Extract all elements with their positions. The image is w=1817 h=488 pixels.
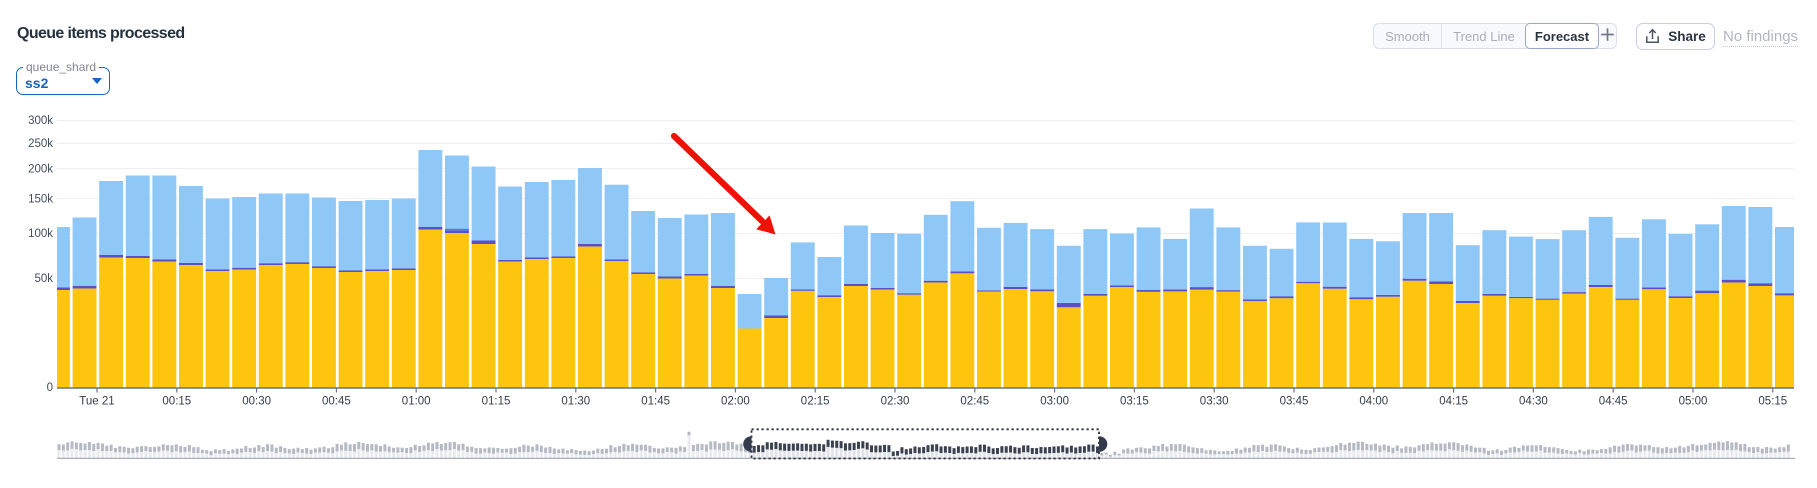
svg-text:50k: 50k [34,273,53,285]
svg-text:01:45: 01:45 [641,396,670,408]
svg-text:05:00: 05:00 [1679,396,1708,408]
svg-text:03:45: 03:45 [1280,396,1309,408]
svg-text:00:15: 00:15 [162,396,191,408]
svg-text:01:00: 01:00 [402,396,431,408]
svg-text:02:30: 02:30 [881,396,910,408]
svg-text:300k: 300k [28,115,53,127]
svg-text:00:45: 00:45 [322,396,351,408]
svg-text:05:15: 05:15 [1758,396,1787,408]
svg-text:01:30: 01:30 [561,396,590,408]
svg-text:04:45: 04:45 [1599,396,1628,408]
svg-text:250k: 250k [28,138,53,150]
svg-text:02:15: 02:15 [801,396,830,408]
svg-text:200k: 200k [28,164,53,176]
svg-text:03:15: 03:15 [1120,396,1149,408]
svg-text:03:00: 03:00 [1040,396,1069,408]
svg-text:03:30: 03:30 [1200,396,1229,408]
svg-text:00:30: 00:30 [242,396,271,408]
svg-text:01:15: 01:15 [482,396,511,408]
svg-text:04:15: 04:15 [1439,396,1468,408]
svg-text:02:45: 02:45 [960,396,989,408]
svg-text:02:00: 02:00 [721,396,750,408]
svg-text:150k: 150k [28,193,53,205]
svg-text:Tue 21: Tue 21 [79,396,114,408]
svg-text:04:30: 04:30 [1519,396,1548,408]
svg-text:04:00: 04:00 [1359,396,1388,408]
svg-text:100k: 100k [28,228,53,240]
svg-text:0: 0 [47,382,53,394]
